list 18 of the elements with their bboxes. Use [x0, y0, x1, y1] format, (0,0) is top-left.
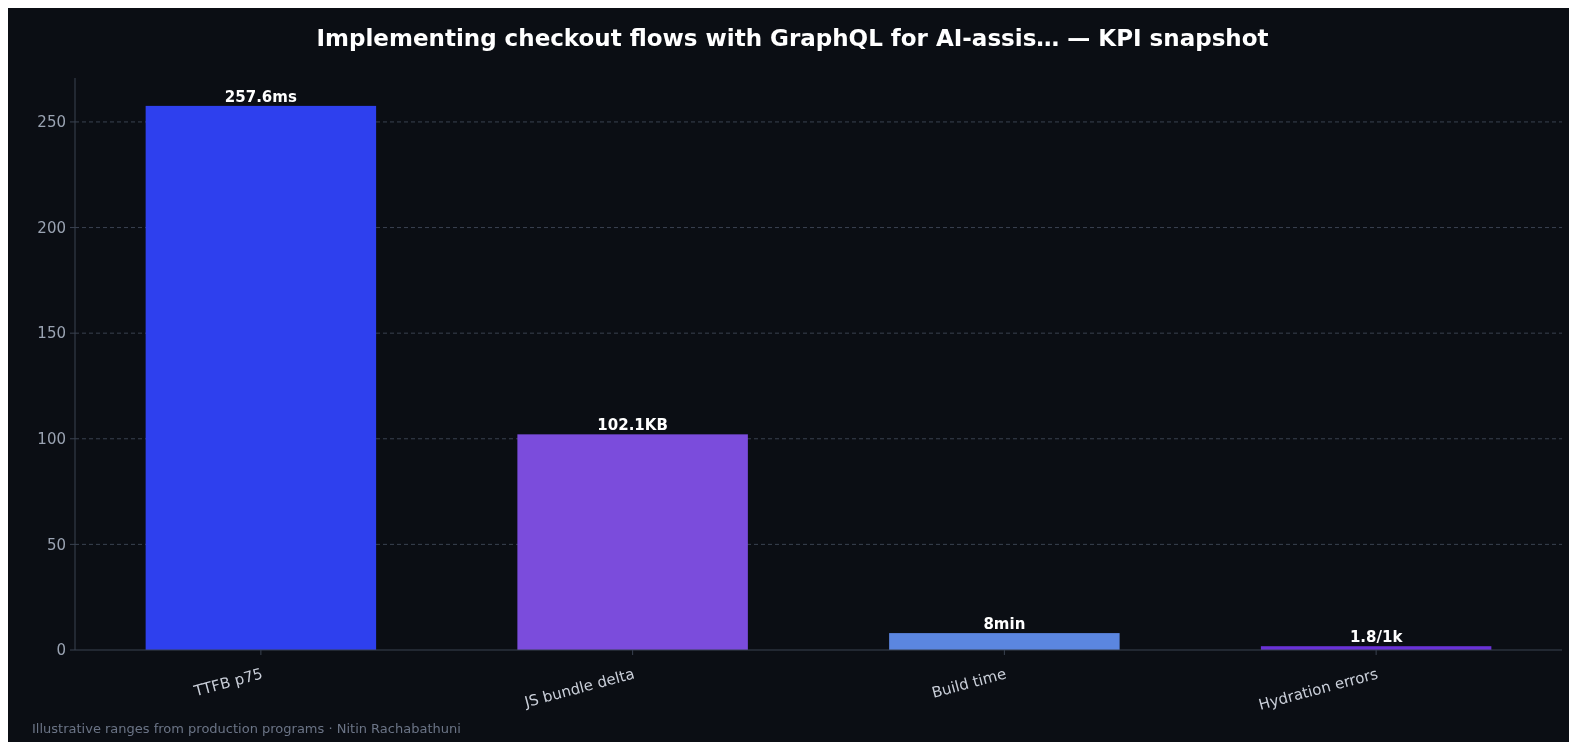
- chart-title: Implementing checkout flows with GraphQL for AI-assis… — KPI snapshot: [316, 25, 1269, 51]
- bar: [517, 434, 748, 650]
- x-tick-label: TTFB p75: [191, 664, 265, 701]
- data-label: 102.1KB: [597, 416, 668, 435]
- y-tick-label: 250: [37, 113, 66, 132]
- data-label: 257.6ms: [224, 87, 297, 106]
- x-tick-label: JS bundle delta: [521, 664, 637, 712]
- y-tick-label: 200: [37, 218, 66, 237]
- text: Illustrative ranges from production programs · Nitin Rachabathuni: [32, 721, 461, 736]
- data-label: 8min: [983, 615, 1026, 634]
- x-tick-label: Build time: [929, 664, 1009, 702]
- y-tick-label: 50: [46, 535, 66, 554]
- data-label: 1.8/1k: [1349, 628, 1404, 647]
- bar: [889, 633, 1120, 650]
- y-tick-label: 0: [56, 641, 66, 660]
- y-tick-label: 100: [37, 430, 66, 449]
- bar: [145, 105, 377, 650]
- y-tick-label: 150: [37, 324, 66, 343]
